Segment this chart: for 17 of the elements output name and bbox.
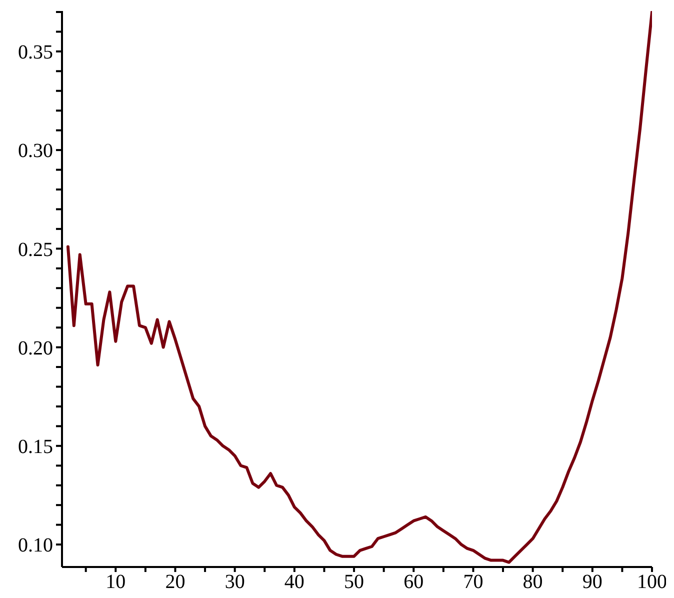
y-tick-label: 0.30 bbox=[18, 140, 53, 162]
x-tick-label: 20 bbox=[165, 571, 186, 594]
x-tick-label: 70 bbox=[463, 571, 484, 594]
y-tick-label: 0.35 bbox=[18, 42, 53, 64]
x-tick-label: 90 bbox=[582, 571, 602, 594]
y-tick-label: 0.10 bbox=[18, 534, 53, 557]
x-tick-label: 30 bbox=[224, 571, 245, 594]
x-tick-label: 60 bbox=[404, 571, 424, 594]
y-tick-label: 0.20 bbox=[18, 337, 53, 360]
y-tick-label: 0.25 bbox=[18, 238, 53, 261]
x-tick-label: 50 bbox=[344, 571, 364, 594]
line-series bbox=[66, 11, 652, 564]
y-tick-label: 0.15 bbox=[18, 436, 53, 458]
x-tick-label: 100 bbox=[637, 571, 667, 594]
x-tick-label: 40 bbox=[284, 571, 304, 594]
x-tick-label: 10 bbox=[106, 571, 126, 594]
x-tick-label: 80 bbox=[522, 571, 543, 594]
